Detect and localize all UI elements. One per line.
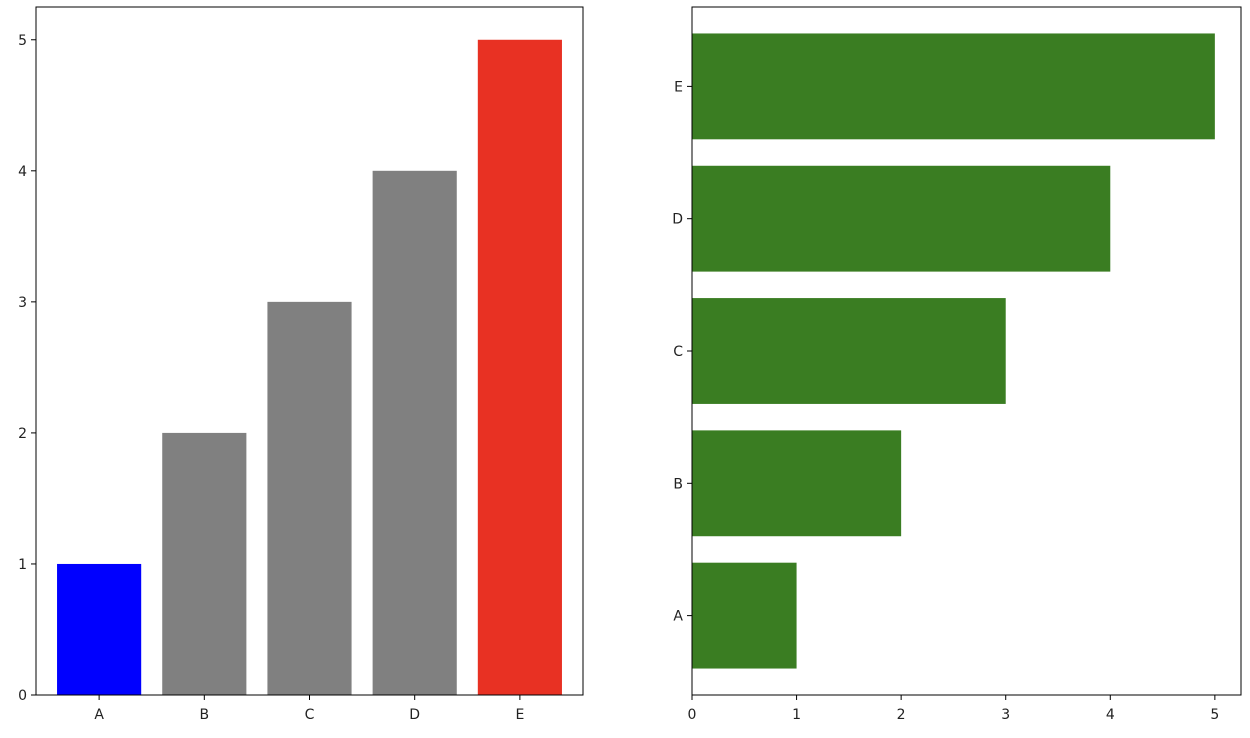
bar-a bbox=[57, 563, 142, 695]
x-tick-label: 0 bbox=[688, 707, 697, 723]
horizontal-bar-chart: A B C D E 0 1 2 3 4 5 bbox=[672, 6, 1242, 723]
y-tick-label: 3 bbox=[18, 295, 27, 311]
y-tick-label: 2 bbox=[18, 426, 27, 442]
x-tick-label: 5 bbox=[1210, 707, 1219, 723]
y-tick-label: 4 bbox=[18, 164, 27, 180]
hbar-e bbox=[692, 33, 1215, 140]
y-tick-label: 0 bbox=[18, 688, 27, 704]
x-tick-label: 2 bbox=[897, 707, 906, 723]
hbar-d bbox=[692, 165, 1111, 272]
y-tick-label: 5 bbox=[18, 33, 27, 49]
y-tick-label: 1 bbox=[18, 557, 27, 573]
bar-d bbox=[372, 170, 457, 696]
x-tick-label: 3 bbox=[1001, 707, 1010, 723]
x-tick-label: 1 bbox=[792, 707, 801, 723]
y-tick-label-a: A bbox=[673, 609, 683, 625]
x-tick-label-b: B bbox=[200, 707, 210, 723]
x-tick-label-a: A bbox=[94, 707, 104, 723]
x-tick-label-c: C bbox=[305, 707, 315, 723]
x-tick-label-e: E bbox=[515, 707, 524, 723]
hbar-b bbox=[692, 430, 902, 537]
y-tick-label-e: E bbox=[674, 79, 683, 95]
bar-c bbox=[267, 301, 352, 695]
vertical-bar-chart: A B C D E 0 1 2 3 4 5 bbox=[18, 6, 584, 723]
y-tick-label-b: B bbox=[673, 476, 683, 492]
bar-b bbox=[162, 432, 247, 695]
y-tick-label-d: D bbox=[672, 212, 683, 228]
x-tick-label: 4 bbox=[1106, 707, 1115, 723]
x-tick-label-d: D bbox=[409, 707, 420, 723]
hbar-a bbox=[692, 562, 797, 669]
y-tick-label-c: C bbox=[673, 344, 683, 360]
hbar-c bbox=[692, 298, 1006, 404]
bar-e bbox=[477, 39, 562, 696]
